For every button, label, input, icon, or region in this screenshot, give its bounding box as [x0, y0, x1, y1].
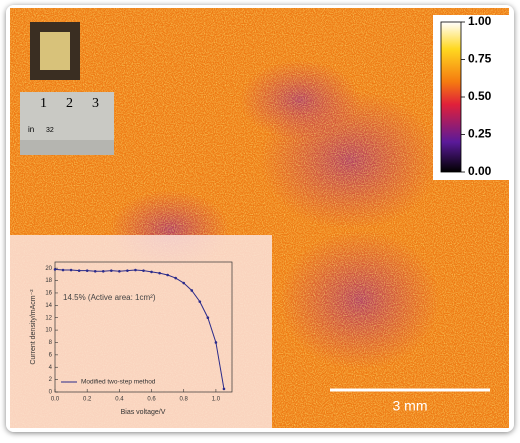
data-point	[158, 271, 161, 275]
ruler-label: 3	[92, 96, 99, 111]
y-tick-label: 12	[45, 315, 52, 321]
data-point	[61, 268, 65, 272]
y-tick-label: 20	[45, 266, 52, 272]
x-axis-label: Bias voltage/V	[121, 409, 166, 416]
colorbar-tick-label: 0.75	[468, 52, 492, 66]
scale-bar-label: 3 mm	[393, 398, 428, 414]
x-tick-label: 0.0	[51, 397, 60, 403]
data-point	[93, 269, 97, 273]
data-point	[101, 269, 105, 273]
data-point	[85, 269, 89, 272]
x-tick-label: 0.4	[115, 397, 124, 403]
ruler-label: 1	[40, 96, 47, 111]
y-tick-label: 8	[49, 340, 53, 346]
y-tick-label: 10	[45, 328, 52, 334]
data-point	[150, 270, 153, 274]
ruler-photo: 1 2 3 in 32	[20, 92, 114, 155]
colorbar-tick-label: 1.00	[468, 14, 492, 28]
x-tick-label: 0.2	[83, 397, 92, 403]
data-point	[198, 300, 202, 303]
annotation: 14.5% (Active area: 1cm²)	[63, 293, 156, 302]
series-line	[54, 268, 225, 389]
y-tick-label: 0	[49, 390, 53, 396]
data-point	[53, 268, 57, 271]
inset-panel	[10, 235, 272, 428]
device-photo	[30, 22, 80, 80]
data-point	[214, 341, 218, 344]
y-tick-label: 16	[45, 291, 52, 297]
data-point	[182, 281, 186, 285]
data-point	[174, 276, 177, 280]
y-tick-label: 6	[49, 352, 53, 358]
y-tick-label: 2	[49, 377, 53, 383]
y-tick-label: 14	[45, 303, 52, 309]
ruler-unit: in	[28, 125, 34, 134]
plot-frame	[54, 261, 233, 393]
colorbar	[440, 21, 462, 173]
data-point	[126, 269, 129, 272]
colorbar-tick-label: 0.00	[468, 164, 492, 178]
data-point	[206, 316, 210, 320]
data-point	[110, 269, 113, 272]
data-point	[222, 387, 226, 391]
data-point	[118, 269, 121, 273]
y-tick-label: 18	[45, 278, 52, 284]
colorbar-tick-label: 0.25	[468, 127, 492, 141]
data-point	[166, 273, 169, 277]
data-point	[69, 268, 73, 272]
ruler-label: 2	[66, 96, 73, 111]
y-axis-label: Current density/mAcm⁻²	[30, 289, 37, 365]
x-tick-label: 0.6	[147, 397, 156, 403]
legend-label: Modified two-step method	[81, 379, 156, 386]
x-tick-label: 1.0	[212, 397, 221, 403]
data-point	[134, 268, 137, 272]
data-point	[142, 269, 145, 272]
data-point	[77, 269, 81, 272]
colorbar-tick-label: 0.50	[468, 89, 492, 103]
y-tick-label: 4	[49, 365, 53, 371]
x-tick-label: 0.8	[180, 397, 189, 403]
ruler-sub: 32	[46, 127, 54, 134]
data-point	[190, 289, 194, 292]
